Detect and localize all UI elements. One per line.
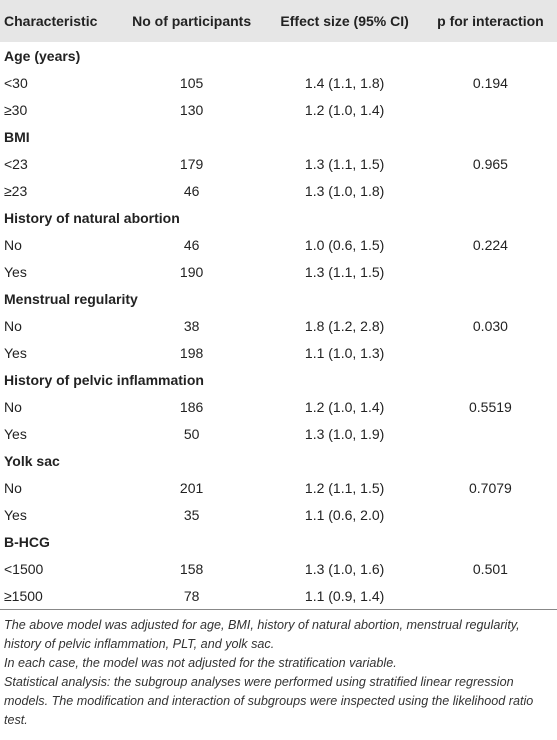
participants: 158 [179, 560, 204, 577]
note: In each case, the model was not adjusted… [4, 656, 397, 670]
row-label: No [4, 479, 22, 496]
data-row: No 201 1.2 (1.1, 1.5) 0.7079 [0, 474, 557, 501]
group-label: B-HCG [4, 533, 50, 550]
row-label: <30 [4, 74, 28, 91]
effect-size: 1.3 (1.0, 1.8) [304, 182, 385, 199]
group-label: History of pelvic inflammation [4, 371, 204, 388]
group-row: Menstrual regularity [0, 285, 557, 312]
participants: 46 [183, 236, 200, 253]
data-row: ≥23 46 1.3 (1.0, 1.8) [0, 177, 557, 204]
p-value: 0.965 [472, 155, 508, 172]
participants: 50 [183, 425, 200, 442]
column-header: No of participants [117, 0, 266, 42]
participants: 46 [183, 182, 200, 199]
row-label: <23 [4, 155, 28, 172]
group-label: BMI [4, 128, 30, 145]
p-value: 0.030 [472, 317, 508, 334]
p-value-empty [424, 339, 557, 366]
effect-size: 1.3 (1.0, 1.9) [304, 425, 385, 442]
row-label: Yes [4, 425, 27, 442]
participants: 130 [179, 101, 204, 118]
p-value: 0.5519 [469, 398, 512, 415]
data-row: No 46 1.0 (0.6, 1.5) 0.224 [0, 231, 557, 258]
data-row: Yes 190 1.3 (1.1, 1.5) [0, 258, 557, 285]
p-value-empty [424, 258, 557, 285]
participants: 190 [179, 263, 204, 280]
p-value: 0.501 [472, 560, 508, 577]
group-row: Age (years) [0, 42, 557, 69]
group-row: Yolk sac [0, 447, 557, 474]
group-row: B-HCG [0, 528, 557, 555]
column-header: p for interaction [423, 0, 557, 42]
table-head: Characteristic No of participants Effect s… [0, 0, 557, 42]
p-value-empty [424, 501, 557, 528]
group-label: Age (years) [4, 47, 81, 64]
row-label: No [4, 317, 22, 334]
row-label: ≥23 [4, 182, 28, 199]
effect-size: 1.0 (0.6, 1.5) [304, 236, 385, 253]
effect-size: 1.8 (1.2, 2.8) [304, 317, 385, 334]
p-value-empty [424, 177, 557, 204]
effect-size: 1.2 (1.0, 1.4) [304, 101, 385, 118]
participants: 105 [179, 74, 204, 91]
column-header: Characteristic [0, 0, 118, 42]
row-label: Yes [4, 506, 27, 523]
effect-size: 1.1 (0.9, 1.4) [265, 582, 424, 610]
data-row: Yes 198 1.1 (1.0, 1.3) [0, 339, 557, 366]
participants: 38 [183, 317, 200, 334]
participants: 198 [179, 344, 204, 361]
header-row: Characteristic No of participants Effect s… [0, 0, 557, 42]
data-row: Yes 50 1.3 (1.0, 1.9) [0, 420, 557, 447]
p-value: 0.194 [472, 74, 508, 91]
p-value-empty [424, 420, 557, 447]
data-row: No 186 1.2 (1.0, 1.4) 0.5519 [0, 393, 557, 420]
participants: 186 [179, 398, 204, 415]
column-header: Effect size (95% CI) [265, 0, 424, 42]
table-body: Age (years) <30 105 1.4 (1.1, 1.8) 0.194 ≥30 1… [0, 42, 557, 610]
row-label: Yes [4, 263, 27, 280]
data-row: <30 105 1.4 (1.1, 1.8) 0.194 [0, 69, 557, 96]
row-label: No [4, 398, 22, 415]
data-row: <23 179 1.3 (1.1, 1.5) 0.965 [0, 150, 557, 177]
data-row: ≥1500 78 1.1 (0.9, 1.4) [0, 582, 557, 610]
group-label: History of natural abortion [4, 209, 180, 226]
effect-size: 1.1 (1.0, 1.3) [304, 344, 385, 361]
participants: 201 [179, 479, 204, 496]
participants: 179 [179, 155, 204, 172]
table: Characteristic No of participants Effect s… [0, 0, 557, 610]
effect-size: 1.1 (0.6, 2.0) [304, 506, 385, 523]
effect-size: 1.3 (1.1, 1.5) [304, 155, 385, 172]
row-label: No [4, 236, 22, 253]
group-row: History of pelvic inflammation [0, 366, 557, 393]
row-label: ≥1500 [0, 582, 118, 610]
note: The above model was adjusted for age, BM… [4, 618, 520, 651]
note: Statistical analysis: the subgroup analy… [4, 675, 534, 727]
group-label: Yolk sac [4, 452, 60, 469]
p-value: 0.224 [472, 236, 508, 253]
data-row: No 38 1.8 (1.2, 2.8) 0.030 [0, 312, 557, 339]
p-value-empty [424, 96, 557, 123]
row-label: ≥30 [4, 101, 28, 118]
data-row: ≥30 130 1.2 (1.0, 1.4) [0, 96, 557, 123]
row-label: <1500 [4, 560, 44, 577]
group-row: History of natural abortion [0, 204, 557, 231]
group-label: Menstrual regularity [4, 290, 138, 307]
effect-size: 1.2 (1.1, 1.5) [304, 479, 385, 496]
data-row: <1500 158 1.3 (1.0, 1.6) 0.501 [0, 555, 557, 582]
group-row: BMI [0, 123, 557, 150]
effect-size: 1.2 (1.0, 1.4) [304, 398, 385, 415]
participants: 35 [183, 506, 200, 523]
effect-size: 1.3 (1.0, 1.6) [304, 560, 385, 577]
data-row: Yes 35 1.1 (0.6, 2.0) [0, 501, 557, 528]
participants: 78 [117, 582, 266, 610]
effect-size: 1.3 (1.1, 1.5) [304, 263, 385, 280]
row-label: Yes [4, 344, 27, 361]
notes: The above model was adjusted for age, BM… [0, 610, 557, 730]
p-value-empty [423, 582, 557, 610]
p-value: 0.7079 [469, 479, 512, 496]
effect-size: 1.4 (1.1, 1.8) [304, 74, 385, 91]
